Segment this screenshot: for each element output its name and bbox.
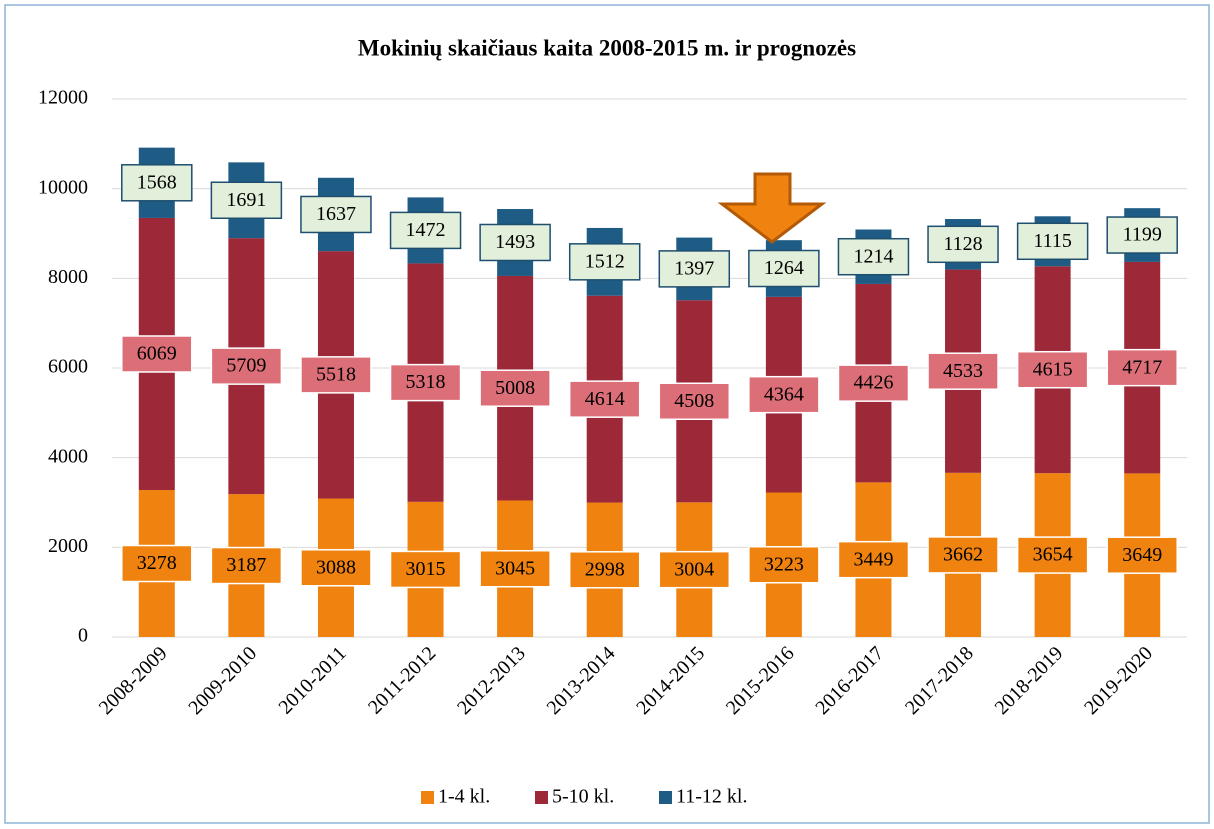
data-label: 2998	[585, 558, 625, 580]
data-label: 3015	[406, 558, 446, 580]
data-label: 4426	[853, 372, 893, 394]
data-label: 6069	[137, 343, 177, 365]
data-label: 1214	[853, 245, 893, 267]
data-label: 5518	[316, 363, 356, 385]
data-label: 5709	[226, 355, 266, 377]
data-label-box	[300, 356, 372, 394]
data-label-box	[658, 382, 731, 421]
y-tick-label: 0	[78, 625, 88, 647]
data-label-box	[121, 164, 193, 202]
data-label-box	[927, 352, 999, 390]
data-label-box	[837, 237, 910, 276]
data-label-box	[1106, 536, 1178, 574]
data-label: 3004	[674, 558, 714, 580]
data-label: 1472	[406, 219, 446, 241]
data-label-box	[389, 550, 462, 589]
highlight-arrow	[717, 172, 827, 244]
data-label-box	[658, 550, 731, 589]
data-label: 1512	[585, 250, 625, 272]
data-label: 1128	[943, 233, 982, 255]
data-label: 4533	[943, 360, 983, 382]
data-label: 1199	[1123, 224, 1162, 246]
y-tick-label: 10000	[38, 176, 88, 198]
data-label-box	[837, 540, 910, 579]
data-label: 3088	[316, 556, 356, 578]
legend-swatch	[421, 791, 434, 804]
data-label-box	[479, 223, 551, 262]
data-label-box	[210, 546, 283, 585]
data-label-box	[568, 243, 641, 281]
data-label-box	[1106, 348, 1178, 387]
y-tick-label: 12000	[38, 87, 88, 109]
data-label-box	[121, 544, 193, 583]
y-tick-label: 8000	[48, 266, 88, 288]
y-tick-label: 4000	[48, 445, 88, 467]
data-label: 3223	[764, 553, 804, 575]
data-label: 5008	[495, 377, 535, 399]
data-label-box	[1016, 222, 1089, 261]
data-label: 4615	[1033, 358, 1073, 380]
legend-swatch	[659, 791, 672, 804]
y-tick-label: 6000	[48, 356, 88, 378]
data-label-box	[479, 549, 551, 588]
data-label-box	[658, 250, 731, 288]
data-label: 3187	[226, 554, 266, 576]
legend-label: 11-12 kl.	[676, 786, 747, 808]
data-label-box	[568, 380, 641, 418]
legend-label: 1-4 kl.	[438, 786, 490, 808]
chart-title: Mokinių skaičiaus kaita 2008-2015 m. ir …	[358, 35, 856, 60]
data-label: 1637	[316, 203, 356, 225]
data-label: 1493	[495, 231, 535, 253]
data-label-box	[927, 225, 999, 264]
data-label: 3449	[853, 548, 893, 570]
data-label-box	[927, 536, 999, 574]
data-label-box	[568, 551, 641, 589]
data-label-box	[121, 335, 193, 373]
data-label: 1264	[764, 257, 804, 279]
data-label-box	[479, 369, 551, 407]
data-label: 3045	[495, 557, 535, 579]
data-label-box	[837, 364, 910, 402]
data-label-box	[1016, 536, 1089, 574]
data-label: 4508	[674, 390, 714, 412]
data-label-box	[300, 549, 372, 587]
data-label-box	[389, 211, 462, 250]
legend-swatch	[535, 791, 548, 804]
data-label-box	[748, 375, 820, 414]
legend-label: 5-10 kl.	[552, 786, 614, 808]
data-label: 3278	[137, 552, 177, 574]
data-label-box	[1016, 350, 1089, 389]
y-tick-label: 2000	[48, 535, 88, 557]
data-label-box	[300, 195, 372, 234]
data-label: 3649	[1122, 544, 1162, 566]
data-label: 5318	[406, 371, 446, 393]
data-label: 4717	[1122, 356, 1162, 378]
data-label: 4364	[764, 383, 804, 405]
data-label-box	[210, 347, 283, 385]
data-label-box	[1106, 216, 1178, 254]
data-label-box	[210, 181, 283, 220]
data-label: 3662	[943, 544, 983, 566]
data-label: 4614	[585, 388, 625, 410]
data-label: 1397	[674, 257, 714, 279]
data-label-box	[748, 546, 820, 584]
data-label-box	[389, 363, 462, 402]
data-label: 1568	[137, 171, 177, 193]
data-label-box	[748, 249, 820, 288]
data-label: 3654	[1033, 544, 1073, 566]
data-label: 1115	[1033, 230, 1072, 252]
data-label: 1691	[226, 189, 266, 211]
